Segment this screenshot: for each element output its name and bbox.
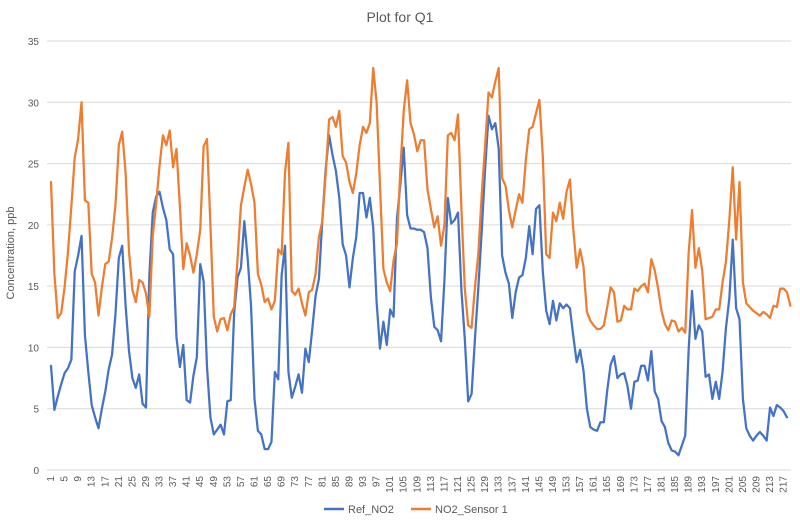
x-tick-109: 109 xyxy=(412,476,423,493)
y-tick-10: 10 xyxy=(28,343,40,354)
y-tick-20: 20 xyxy=(28,221,40,232)
x-tick-141: 141 xyxy=(521,476,532,493)
x-tick-189: 189 xyxy=(684,476,695,493)
x-tick-173: 173 xyxy=(629,476,640,493)
x-tick-185: 185 xyxy=(670,476,681,493)
x-tick-33: 33 xyxy=(155,476,166,488)
x-tick-181: 181 xyxy=(657,476,668,493)
x-tick-49: 49 xyxy=(209,476,220,488)
y-tick-labels: 0 5 10 15 20 25 30 35 xyxy=(28,37,40,477)
x-tick-201: 201 xyxy=(724,476,735,493)
x-tick-1: 1 xyxy=(46,476,57,482)
x-tick-137: 137 xyxy=(507,476,518,493)
x-tick-161: 161 xyxy=(589,476,600,493)
x-tick-85: 85 xyxy=(331,476,342,488)
x-tick-125: 125 xyxy=(467,476,478,493)
x-tick-37: 37 xyxy=(168,476,179,488)
y-tick-25: 25 xyxy=(28,160,40,171)
x-tick-41: 41 xyxy=(182,476,193,488)
x-tick-93: 93 xyxy=(358,476,369,488)
x-tick-61: 61 xyxy=(250,476,261,488)
x-tick-213: 213 xyxy=(765,476,776,493)
x-tick-157: 157 xyxy=(575,476,586,493)
x-tick-205: 205 xyxy=(738,476,749,493)
x-tick-17: 17 xyxy=(100,476,111,488)
x-tick-5: 5 xyxy=(60,476,71,482)
legend-label-ref-no2: Ref_NO2 xyxy=(348,504,394,516)
x-tick-209: 209 xyxy=(751,476,762,493)
x-tick-97: 97 xyxy=(372,476,383,488)
x-tick-117: 117 xyxy=(439,476,450,492)
x-tick-13: 13 xyxy=(87,476,98,488)
x-tick-65: 65 xyxy=(263,476,274,488)
x-tick-197: 197 xyxy=(711,476,722,493)
x-tick-29: 29 xyxy=(141,476,152,488)
x-tick-73: 73 xyxy=(290,476,301,488)
y-tick-5: 5 xyxy=(33,405,39,416)
y-tick-0: 0 xyxy=(33,466,39,477)
legend-label-no2-sensor-1: NO2_Sensor 1 xyxy=(435,504,508,516)
x-tick-105: 105 xyxy=(399,476,410,493)
x-tick-193: 193 xyxy=(697,476,708,493)
x-tick-153: 153 xyxy=(562,476,573,493)
gridlines xyxy=(47,40,791,471)
x-tick-169: 169 xyxy=(616,476,627,493)
y-tick-15: 15 xyxy=(28,282,40,293)
x-tick-45: 45 xyxy=(195,476,206,488)
series-line-ref-no2 xyxy=(49,114,789,457)
x-tick-69: 69 xyxy=(277,476,288,488)
x-tick-133: 133 xyxy=(494,476,505,493)
x-tick-177: 177 xyxy=(643,476,654,493)
x-tick-165: 165 xyxy=(602,476,613,493)
x-tick-9: 9 xyxy=(73,476,84,482)
x-tick-113: 113 xyxy=(426,476,437,492)
x-tick-57: 57 xyxy=(236,476,247,488)
x-tick-149: 149 xyxy=(548,476,559,493)
chart-title: Plot for Q1 xyxy=(367,9,434,25)
x-tick-129: 129 xyxy=(480,476,491,493)
y-tick-35: 35 xyxy=(28,37,40,48)
x-tick-77: 77 xyxy=(304,476,315,488)
x-tick-25: 25 xyxy=(127,476,138,488)
series-lines xyxy=(49,66,792,457)
x-tick-101: 101 xyxy=(385,476,396,493)
x-tick-labels: 1 5 9 13 17 21 25 29 33 37 41 45 49 53 57 61 65 69 73 77 81 8… xyxy=(46,476,790,493)
x-tick-89: 89 xyxy=(344,476,355,488)
series-line-no2-sensor-1 xyxy=(49,66,792,334)
x-tick-121: 121 xyxy=(453,476,464,493)
x-tick-81: 81 xyxy=(317,476,328,488)
legend: Ref_NO2 NO2_Sensor 1 xyxy=(324,504,508,516)
x-tick-21: 21 xyxy=(114,476,125,488)
y-tick-30: 30 xyxy=(28,98,40,109)
x-tick-217: 217 xyxy=(779,476,790,493)
x-tick-145: 145 xyxy=(534,476,545,493)
x-tick-53: 53 xyxy=(222,476,233,488)
y-axis-label: Concentration, ppb xyxy=(5,207,17,300)
